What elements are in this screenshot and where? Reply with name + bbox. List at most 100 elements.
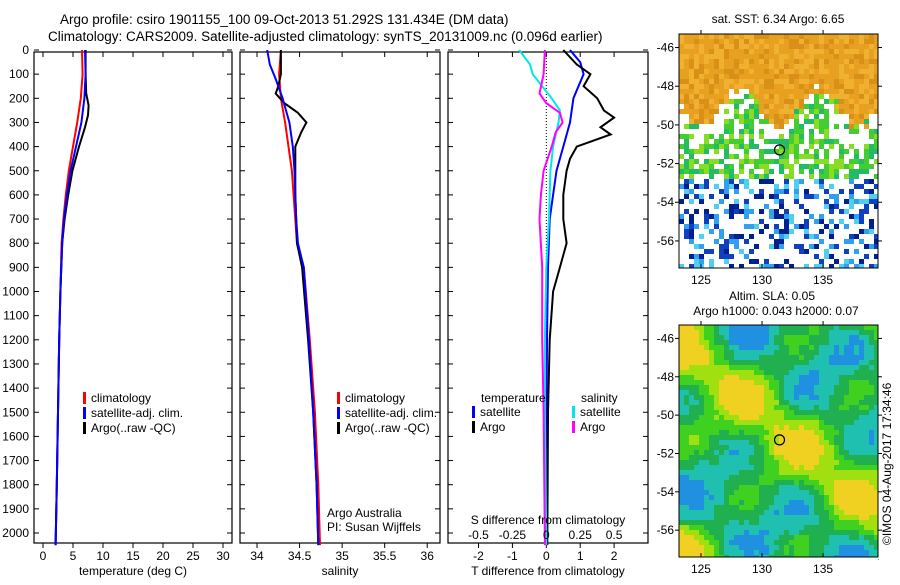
map-cell	[729, 515, 734, 520]
map-cell	[734, 445, 739, 450]
map-cell	[874, 39, 879, 44]
map-cell	[789, 360, 794, 365]
map-cell	[734, 495, 739, 500]
map-cell	[784, 540, 789, 545]
map-cell	[869, 224, 874, 229]
map-cell	[824, 214, 829, 219]
map-cell	[729, 134, 734, 139]
map-cell	[774, 224, 779, 229]
map-cell	[754, 495, 759, 500]
map-cell	[699, 254, 704, 259]
series-line-temperature-argo	[546, 49, 616, 546]
y-tick-label: 700	[9, 212, 29, 226]
map-cell	[789, 134, 794, 139]
map-cell	[809, 445, 814, 450]
map-cell	[839, 495, 844, 500]
map-cell	[749, 74, 754, 79]
map-cell	[784, 390, 789, 395]
map-cell	[784, 79, 789, 84]
map-cell	[834, 189, 839, 194]
map-cell	[874, 350, 879, 355]
map-cell	[769, 540, 774, 545]
map-cell	[679, 129, 684, 134]
map-cell	[774, 540, 779, 545]
legend-heading: salinity	[581, 391, 618, 405]
map-cell	[874, 425, 879, 430]
map-cell	[724, 149, 729, 154]
map-cell	[779, 199, 784, 204]
map-cell	[739, 144, 744, 149]
y-tick-label: 100	[9, 67, 29, 81]
map-cell	[724, 59, 729, 64]
map-cell	[844, 129, 849, 134]
map-cell	[794, 550, 799, 555]
map-cell	[724, 495, 729, 500]
map-cell	[679, 480, 684, 485]
map-cell	[754, 179, 759, 184]
map-cell	[699, 229, 704, 234]
map-cell	[759, 375, 764, 380]
map-cell	[814, 485, 819, 490]
map-cell	[829, 44, 834, 49]
map-cell	[864, 159, 869, 164]
map-cell	[809, 179, 814, 184]
map-cell	[689, 365, 694, 370]
map-cell	[694, 340, 699, 345]
map-cell	[779, 430, 784, 435]
map-cell	[764, 254, 769, 259]
map-cell	[799, 149, 804, 154]
map-cell	[769, 330, 774, 335]
map-cell	[714, 199, 719, 204]
map-cell	[869, 109, 874, 114]
map-cell	[684, 380, 689, 385]
map-cell	[829, 480, 834, 485]
map-cell	[824, 520, 829, 525]
map-cell	[689, 44, 694, 49]
map-cell	[779, 440, 784, 445]
map-cell	[684, 420, 689, 425]
map-cell	[849, 204, 854, 209]
map-cell	[699, 385, 704, 390]
map-cell	[779, 375, 784, 380]
map-cell	[829, 209, 834, 214]
map-cell	[814, 89, 819, 94]
map-cell	[854, 335, 859, 340]
map-cell	[854, 169, 859, 174]
map-cell	[739, 254, 744, 259]
map-cell	[864, 465, 869, 470]
map-cell	[699, 450, 704, 455]
map-cell	[694, 199, 699, 204]
map-cell	[744, 440, 749, 445]
map-cell	[819, 515, 824, 520]
map-cell	[774, 415, 779, 420]
map-cell	[724, 385, 729, 390]
x2-tick-label: 0.5	[606, 528, 623, 542]
map-cell	[869, 164, 874, 169]
map-cell	[784, 84, 789, 89]
map-cell	[839, 455, 844, 460]
map-cell	[789, 510, 794, 515]
map-cell	[769, 490, 774, 495]
map-cell	[694, 525, 699, 530]
map-cell	[814, 69, 819, 74]
map-cell	[829, 169, 834, 174]
map-cell	[834, 164, 839, 169]
temperature-panel: 0 5 10 15 20 25 300100200300400500600700800900…	[2, 43, 233, 578]
map-cell	[814, 84, 819, 89]
map-cell	[774, 435, 779, 440]
map-cell	[824, 39, 829, 44]
map-cell	[714, 159, 719, 164]
map-cell	[774, 345, 779, 350]
map-cell	[689, 224, 694, 229]
map-cell	[859, 124, 864, 129]
map-cell	[774, 445, 779, 450]
map-cell	[699, 114, 704, 119]
map-cell	[734, 490, 739, 495]
map-cell	[789, 400, 794, 405]
map-cell	[839, 239, 844, 244]
map-cell	[734, 189, 739, 194]
map-cell	[739, 259, 744, 264]
map-cell	[739, 49, 744, 54]
map-cell	[799, 375, 804, 380]
map-cell	[839, 430, 844, 435]
